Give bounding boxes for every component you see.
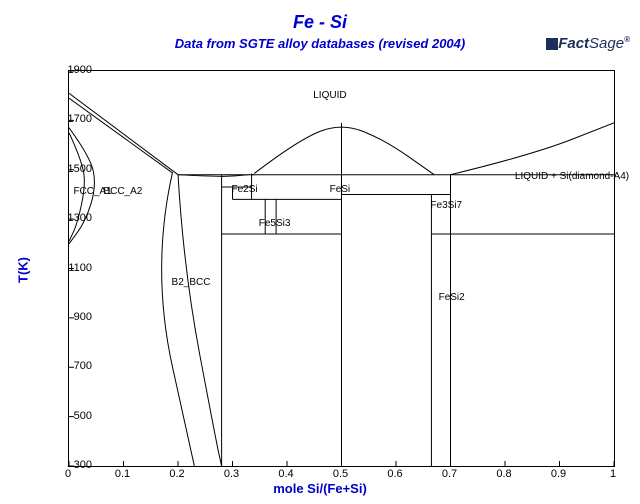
x-tick: 0.4 bbox=[278, 468, 293, 480]
phase-label: FeSi bbox=[330, 184, 351, 195]
x-tick: 1 bbox=[610, 468, 616, 480]
y-tick: 1900 bbox=[68, 64, 92, 76]
y-tick: 1300 bbox=[68, 212, 92, 224]
phase-label: LIQUID + Si(diamond-A4) bbox=[515, 171, 629, 182]
x-tick: 0.1 bbox=[115, 468, 130, 480]
x-axis-label: mole Si/(Fe+Si) bbox=[273, 481, 367, 496]
phase-label: B2_BCC bbox=[172, 277, 211, 288]
y-tick: 1100 bbox=[68, 262, 92, 274]
x-tick: 0.2 bbox=[169, 468, 184, 480]
y-tick: 1700 bbox=[68, 113, 92, 125]
x-tick: 0.6 bbox=[387, 468, 402, 480]
phase-label: Fe3Si7 bbox=[430, 200, 462, 211]
boundary-line bbox=[162, 172, 195, 466]
boundary-line bbox=[69, 98, 173, 173]
phase-label: Fe5Si3 bbox=[259, 218, 291, 229]
boundary-line bbox=[254, 127, 434, 175]
phase-boundaries bbox=[69, 71, 614, 466]
x-tick: 0.7 bbox=[442, 468, 457, 480]
x-tick: 0.9 bbox=[551, 468, 566, 480]
sub-title: Data from SGTE alloy databases (revised … bbox=[175, 36, 465, 51]
phase-label: LIQUID bbox=[313, 90, 346, 101]
y-tick: 700 bbox=[74, 360, 92, 372]
x-tick: 0.5 bbox=[333, 468, 348, 480]
y-tick: 300 bbox=[74, 459, 92, 471]
x-tick: 0.3 bbox=[224, 468, 239, 480]
main-title: Fe - Si bbox=[293, 12, 347, 33]
y-tick: 900 bbox=[74, 311, 92, 323]
phase-diagram-plot bbox=[68, 70, 615, 467]
x-tick: 0.8 bbox=[496, 468, 511, 480]
phase-label: Fe2Si bbox=[232, 184, 258, 195]
y-tick: 500 bbox=[74, 410, 92, 422]
boundary-line bbox=[451, 123, 615, 175]
x-tick: 0 bbox=[65, 468, 71, 480]
factsage-logo: FactSage® bbox=[546, 35, 630, 52]
phase-label: BCC_A2 bbox=[103, 186, 142, 197]
y-axis-label: T(K) bbox=[16, 257, 31, 283]
phase-label: FeSi2 bbox=[439, 292, 465, 303]
y-tick: 1500 bbox=[68, 163, 92, 175]
